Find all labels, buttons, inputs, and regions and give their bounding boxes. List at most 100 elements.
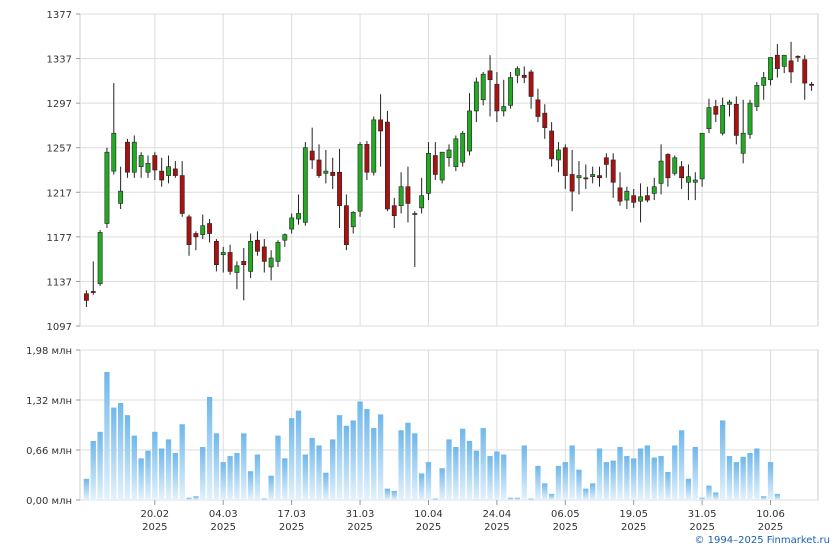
volume-bar — [172, 453, 179, 500]
candle — [651, 177, 657, 201]
candle — [316, 144, 322, 178]
volume-bar — [637, 448, 644, 500]
candle-body — [371, 119, 377, 173]
candle — [761, 71, 767, 100]
candle-body — [576, 175, 582, 179]
candle-body — [213, 241, 219, 266]
candle-body — [309, 150, 315, 161]
candle-body — [145, 163, 151, 173]
candle — [398, 172, 404, 214]
volume-tick-label: 0,00 млн — [26, 496, 72, 507]
candle — [692, 172, 698, 201]
candle-body — [186, 216, 192, 245]
candle-body — [241, 261, 247, 266]
candle — [638, 183, 643, 223]
candle-body — [651, 186, 657, 194]
candle-body — [679, 166, 685, 179]
candle-body — [535, 99, 541, 117]
candle — [514, 66, 520, 84]
candle-body — [508, 77, 513, 106]
candle-body — [665, 154, 671, 179]
candle-body — [733, 103, 739, 136]
volume-bar — [487, 456, 493, 500]
volume-bar — [658, 456, 664, 500]
candle — [302, 142, 308, 226]
candle — [186, 214, 192, 256]
candle — [385, 110, 390, 212]
candle — [617, 172, 623, 206]
volume-bar — [275, 435, 281, 500]
volume-bar — [111, 407, 117, 500]
volume-bar — [152, 431, 158, 500]
volume-bar — [412, 433, 418, 500]
candle — [309, 127, 315, 169]
candle-body — [727, 101, 732, 105]
candle — [501, 79, 507, 117]
candle-body — [453, 138, 459, 167]
candle-body — [419, 195, 425, 209]
candle-body — [90, 291, 96, 293]
candle-body — [672, 157, 678, 174]
candle — [343, 194, 349, 251]
volume-bar — [357, 401, 363, 500]
candle-body — [200, 225, 206, 235]
candle-body — [364, 144, 370, 173]
volume-bar — [220, 462, 226, 500]
volume-bar — [528, 498, 534, 500]
candle-body — [761, 77, 767, 86]
candle — [131, 135, 137, 178]
candle — [727, 99, 732, 117]
candle-body — [638, 196, 643, 202]
volume-bar — [391, 490, 397, 500]
candle-body — [248, 241, 254, 272]
candle — [556, 142, 561, 173]
volume-bar — [672, 445, 678, 500]
volume-bar — [343, 425, 350, 500]
candle-body — [432, 155, 438, 175]
candle — [535, 88, 541, 123]
candle-body — [768, 57, 773, 81]
candle-body — [583, 177, 589, 180]
x-year-label: 2025 — [142, 522, 167, 533]
volume-bar — [117, 403, 124, 500]
candle-body — [617, 187, 623, 202]
candle — [125, 138, 130, 178]
candle — [528, 69, 534, 109]
candle — [480, 71, 486, 106]
candle — [562, 144, 568, 189]
candle-body — [111, 132, 117, 172]
volume-bar — [460, 428, 466, 500]
candle-body — [268, 257, 274, 268]
candle — [747, 99, 753, 139]
candle — [706, 98, 712, 134]
volume-tick-label: 1,98 млн — [26, 346, 72, 357]
volume-bar — [330, 439, 336, 500]
volume-bar — [726, 456, 733, 500]
price-tick-label: 1217 — [47, 188, 72, 199]
volume-bar — [295, 410, 302, 500]
candle-body — [166, 166, 171, 176]
candle — [672, 155, 678, 176]
candle-body — [528, 71, 534, 97]
candle — [227, 244, 233, 275]
volume-bar — [740, 456, 746, 500]
volume-bar — [261, 498, 267, 500]
candle — [446, 144, 452, 167]
volume-bar — [179, 424, 185, 500]
candle — [172, 161, 178, 178]
candle — [90, 261, 96, 295]
x-date-label: 31.05 — [688, 509, 717, 520]
volume-bar — [685, 478, 692, 500]
volume-bar — [145, 450, 151, 500]
candle — [426, 142, 431, 201]
volume-bar — [501, 454, 507, 500]
volume-bar — [384, 488, 391, 500]
candle — [631, 188, 637, 208]
volume-bar — [713, 492, 719, 500]
candle-body — [446, 149, 452, 159]
volume-bar — [364, 409, 370, 500]
candle-body — [597, 175, 602, 179]
volume-bar — [131, 435, 137, 500]
volume-bar — [138, 458, 144, 500]
